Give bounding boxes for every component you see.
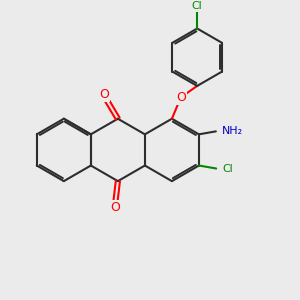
- Text: O: O: [110, 201, 120, 214]
- Text: O: O: [176, 91, 186, 104]
- Text: O: O: [100, 88, 110, 101]
- Text: NH₂: NH₂: [222, 126, 243, 136]
- Text: Cl: Cl: [222, 164, 233, 173]
- Text: Cl: Cl: [192, 1, 203, 10]
